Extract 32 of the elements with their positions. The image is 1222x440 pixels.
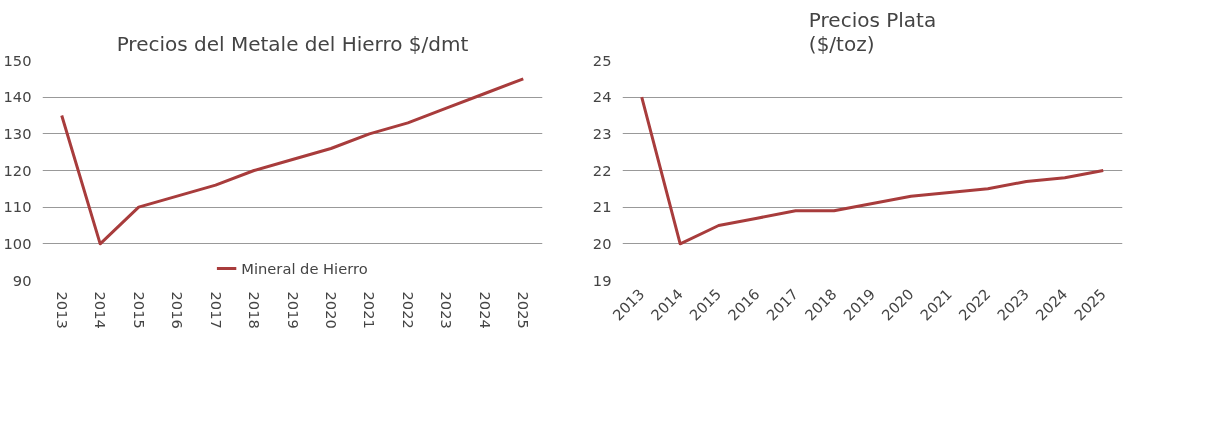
chart-title: Precios del Metale del Hierro $/dmt (116, 31, 469, 56)
line-series (60, 77, 525, 246)
y-tick-label: 90 (12, 271, 32, 289)
chart-title: Precios Plata ($/toz) (808, 7, 937, 56)
line-series (640, 95, 1105, 246)
y-tick-label: 120 (3, 161, 32, 179)
x-tick-label: 2024 (476, 291, 494, 329)
x-tick-label: 2017 (207, 291, 225, 329)
x-tick-label: 2025 (515, 291, 533, 329)
y-tick-label: 130 (3, 124, 32, 142)
legend-label: Mineral de Hierro (241, 259, 368, 277)
x-tick-label: 2022 (399, 291, 417, 329)
x-tick-label: 2015 (130, 291, 148, 329)
x-tick-label: 2013 (53, 291, 71, 329)
x-tick-label: 2023 (438, 291, 456, 329)
x-tick-label: 2018 (246, 291, 264, 329)
x-tick-label: 2021 (361, 291, 379, 329)
y-tick-label: 21 (592, 198, 612, 216)
y-tick-label: 22 (592, 161, 612, 179)
y-tick-label: 100 (3, 234, 32, 252)
y-tick-label: 140 (3, 88, 32, 106)
y-tick-label: 110 (3, 198, 32, 216)
x-tick-label: 2014 (92, 291, 110, 329)
y-tick-label: 150 (3, 51, 32, 69)
y-tick-label: 20 (592, 234, 612, 252)
y-tick-label: 19 (592, 271, 612, 289)
y-tick-label: 23 (592, 124, 612, 142)
y-tick-label: 25 (592, 51, 612, 69)
x-tick-label: 2020 (322, 291, 340, 329)
y-tick-label: 24 (592, 88, 612, 106)
x-tick-label: 2019 (284, 291, 302, 329)
x-tick-label: 2016 (169, 291, 187, 329)
